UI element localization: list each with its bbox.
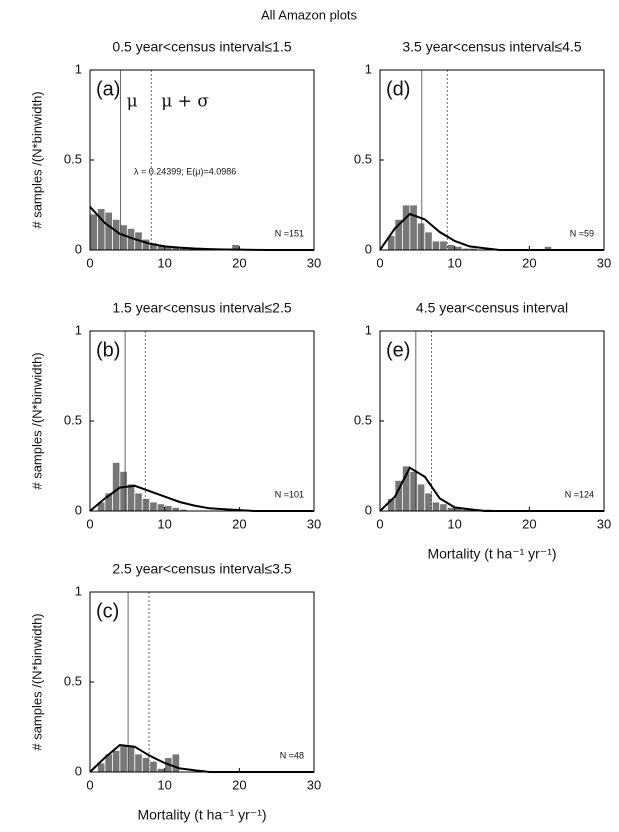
y-axis-label: # samples /(N*binwidth): [29, 91, 44, 228]
panel-label: (d): [386, 78, 410, 100]
subplot-title: 3.5 year<census interval≤4.5: [402, 39, 582, 55]
x-axis-label: Mortality (t ha⁻¹ yr⁻¹): [137, 807, 266, 823]
bar: [119, 744, 128, 773]
y-tick-label: 1: [75, 583, 82, 598]
bar: [149, 501, 158, 512]
x-axis-label: Mortality (t ha⁻¹ yr⁻¹): [427, 546, 556, 562]
x-tick-label: 20: [232, 516, 246, 531]
bar: [141, 497, 151, 512]
bar: [439, 503, 448, 512]
y-tick-label: 0.5: [64, 412, 82, 427]
bar: [134, 492, 143, 512]
bar: [171, 753, 180, 773]
bar: [431, 240, 441, 251]
x-tick-label: 0: [86, 516, 93, 531]
bar: [171, 506, 180, 512]
x-tick-label: 0: [376, 516, 383, 531]
bar: [454, 245, 463, 251]
bar: [164, 505, 173, 512]
y-tick-label: 0.5: [64, 151, 82, 166]
mean-label: μ: [127, 92, 138, 112]
n-label: N =124: [565, 489, 594, 499]
figure-title: All Amazon plots: [261, 7, 358, 22]
x-tick-label: 20: [522, 516, 536, 531]
x-tick-label: 10: [447, 255, 461, 270]
y-axis-label: # samples /(N*binwidth): [29, 352, 44, 489]
fit-label: λ = 0.24399; E(μ)=4.0986: [134, 166, 236, 176]
panel-label: (e): [386, 339, 410, 361]
y-tick-label: 1: [365, 61, 372, 76]
bar: [104, 211, 113, 251]
bar: [439, 240, 448, 251]
n-label: N =151: [275, 228, 304, 238]
n-label: N =48: [280, 750, 304, 760]
y-tick-label: 1: [365, 322, 372, 337]
x-tick-label: 30: [597, 255, 611, 270]
y-tick-label: 0.5: [354, 151, 372, 166]
bar: [446, 506, 456, 512]
x-tick-label: 0: [86, 777, 93, 792]
subplot-title: 4.5 year<census interval: [416, 300, 568, 316]
bar: [424, 231, 433, 251]
bar: [119, 470, 128, 512]
y-tick-label: 1: [75, 61, 82, 76]
y-tick-label: 0.5: [64, 673, 82, 688]
y-tick-label: 0: [75, 241, 82, 256]
y-tick-label: 0: [75, 502, 82, 517]
y-tick-label: 0: [365, 502, 372, 517]
x-tick-label: 10: [157, 516, 171, 531]
panel-label: (c): [96, 600, 119, 622]
bar: [126, 483, 136, 512]
x-tick-label: 30: [307, 516, 321, 531]
bar: [112, 461, 121, 512]
x-tick-label: 10: [157, 255, 171, 270]
x-tick-label: 0: [86, 255, 93, 270]
y-tick-label: 0: [75, 763, 82, 778]
x-tick-label: 0: [376, 255, 383, 270]
bar: [149, 760, 158, 773]
bar: [401, 465, 411, 512]
x-tick-label: 30: [597, 516, 611, 531]
bar: [416, 222, 426, 251]
x-tick-label: 30: [307, 777, 321, 792]
y-tick-label: 0.5: [354, 412, 372, 427]
y-tick-label: 0: [365, 241, 372, 256]
x-tick-label: 10: [157, 777, 171, 792]
subplot-title: 2.5 year<census interval≤3.5: [112, 561, 292, 577]
x-tick-label: 10: [447, 516, 461, 531]
n-label: N =59: [570, 228, 594, 238]
x-tick-label: 20: [232, 255, 246, 270]
bar: [409, 204, 418, 251]
sd-label: μ + σ: [161, 92, 209, 112]
n-label: N =101: [275, 489, 304, 499]
panel-label: (b): [96, 339, 120, 361]
subplot-title: 0.5 year<census interval≤1.5: [112, 39, 292, 55]
bar: [156, 503, 166, 512]
bar: [134, 753, 143, 773]
bar: [446, 244, 456, 251]
x-tick-label: 30: [307, 255, 321, 270]
y-axis-label: # samples /(N*binwidth): [29, 613, 44, 750]
x-tick-label: 20: [522, 255, 536, 270]
bar: [89, 213, 98, 251]
bar: [112, 750, 121, 773]
bar: [401, 204, 411, 251]
subplot-title: 1.5 year<census interval≤2.5: [112, 300, 292, 316]
bar: [156, 768, 166, 773]
bar: [112, 218, 121, 251]
panel-label: (a): [96, 78, 120, 100]
y-tick-label: 1: [75, 322, 82, 337]
x-tick-label: 20: [232, 777, 246, 792]
bar: [416, 483, 426, 512]
bar: [431, 501, 441, 512]
